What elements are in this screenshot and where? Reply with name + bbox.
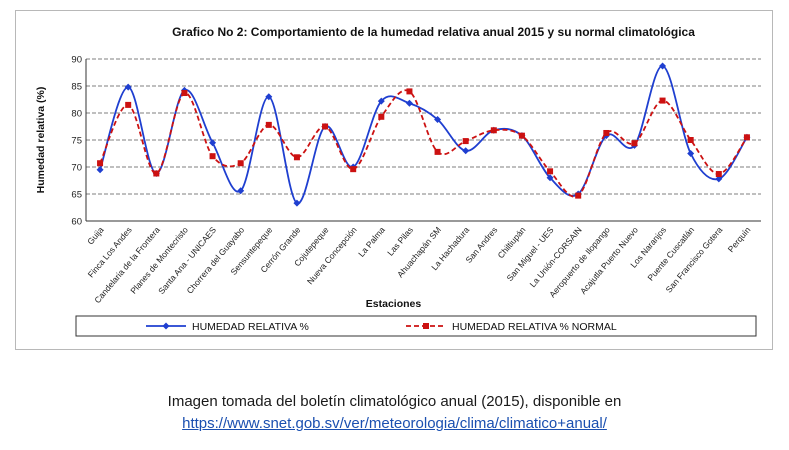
data-point-normal [715, 171, 722, 178]
data-point-humedad [237, 187, 245, 195]
data-point-humedad [405, 99, 413, 107]
series-line-normal [99, 89, 748, 198]
data-point-normal [603, 129, 610, 136]
data-point-humedad [546, 174, 554, 182]
x-tick-label: Guija [85, 225, 106, 247]
data-point-humedad [265, 93, 273, 101]
x-tick-label: Las Pilas [385, 225, 415, 258]
x-tick-label: La Unión-CORSAIN [527, 225, 583, 289]
data-point-humedad [96, 166, 104, 174]
data-point-normal [265, 121, 272, 128]
x-tick-label: San Francisco Gotera [664, 225, 725, 295]
data-point-normal [97, 160, 104, 167]
data-point-normal [490, 127, 497, 134]
chart-layer: Grafico No 2: Comportamiento de la humed… [35, 25, 761, 337]
data-point-normal [293, 154, 300, 161]
data-point-normal [575, 192, 582, 199]
data-point-humedad [659, 62, 667, 70]
data-point-normal [209, 153, 216, 160]
source-link[interactable]: https://www.snet.gob.sv/ver/meteorologia… [182, 415, 607, 432]
y-tick-label: 65 [71, 190, 82, 201]
data-point-normal [181, 90, 188, 97]
data-point-normal [237, 160, 244, 167]
data-point-humedad [715, 175, 723, 183]
y-tick-label: 90 [71, 55, 82, 66]
series-line-humedad [99, 65, 748, 205]
chart-figure: Grafico No 2: Comportamiento de la humed… [15, 10, 773, 350]
data-point-normal [406, 88, 413, 95]
data-point-normal [659, 97, 666, 104]
data-point-normal [153, 170, 160, 177]
data-point-normal [547, 168, 554, 175]
data-point-humedad [209, 139, 217, 147]
data-point-humedad [687, 150, 695, 157]
data-point-normal [631, 140, 638, 147]
y-tick-label: 80 [71, 109, 82, 120]
x-tick-label: Perquín [726, 225, 753, 254]
chart-title: Grafico No 2: Comportamiento de la humed… [172, 25, 695, 39]
y-tick-label: 85 [71, 82, 82, 93]
legend-marker [162, 322, 170, 330]
x-tick-label: La Palma [356, 225, 387, 259]
legend-marker [423, 323, 429, 329]
y-axis-label: Humedad relativa (%) [35, 87, 47, 194]
data-point-humedad [377, 97, 385, 105]
data-point-normal [378, 113, 385, 120]
y-tick-label: 60 [71, 217, 82, 228]
x-axis-label: Estaciones [366, 298, 422, 310]
y-tick-label: 75 [71, 136, 82, 147]
chart-svg: Grafico No 2: Comportamiento de la humed… [35, 25, 761, 337]
legend-label: HUMEDAD RELATIVA % [192, 321, 309, 333]
data-point-normal [518, 132, 525, 139]
data-point-normal [743, 134, 750, 141]
data-point-normal [322, 123, 329, 130]
data-point-humedad [434, 115, 442, 123]
data-point-normal [434, 148, 441, 155]
data-point-humedad [462, 147, 470, 155]
x-tick-label: Nueva Concepción [305, 225, 359, 287]
data-point-humedad [124, 83, 132, 91]
data-point-normal [125, 101, 132, 108]
data-point-humedad [293, 199, 301, 207]
caption-text: Imagen tomada del boletín climatológico … [167, 393, 622, 410]
data-point-normal [350, 166, 357, 173]
data-point-normal [462, 138, 469, 145]
caption-link-line: https://www.snet.gob.sv/ver/meteorologia… [0, 415, 789, 432]
legend-label: HUMEDAD RELATIVA % NORMAL [452, 321, 617, 333]
y-tick-label: 70 [71, 163, 82, 174]
data-point-normal [687, 137, 694, 143]
